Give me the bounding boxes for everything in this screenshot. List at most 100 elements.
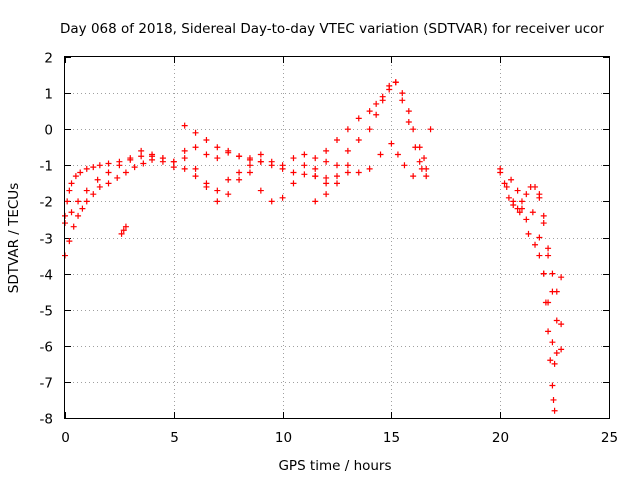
data-point xyxy=(64,198,71,205)
data-point xyxy=(553,317,560,324)
data-point xyxy=(523,216,530,223)
data-point xyxy=(503,183,510,190)
data-point xyxy=(405,108,412,115)
data-point xyxy=(558,321,565,328)
data-point xyxy=(94,176,101,183)
data-point xyxy=(279,194,286,201)
data-point xyxy=(77,169,84,176)
y-tick-label: 1 xyxy=(44,87,53,103)
data-point xyxy=(536,234,543,241)
data-point xyxy=(236,153,243,160)
data-point xyxy=(334,173,340,180)
data-point xyxy=(355,137,362,144)
data-point xyxy=(505,194,512,201)
data-point xyxy=(416,144,423,151)
data-point xyxy=(377,151,384,158)
data-point xyxy=(301,162,308,169)
x-tick-label: 10 xyxy=(275,430,292,446)
data-point xyxy=(545,328,552,335)
data-point xyxy=(192,173,199,180)
data-point xyxy=(551,360,558,367)
data-point xyxy=(540,212,547,219)
data-point xyxy=(423,173,430,180)
data-point xyxy=(312,155,319,162)
y-tick-label: 0 xyxy=(44,123,53,139)
data-point xyxy=(394,151,401,158)
series-track-b xyxy=(62,155,264,259)
data-point xyxy=(290,155,297,162)
data-point xyxy=(312,198,319,205)
x-tick-label: 5 xyxy=(170,430,179,446)
data-point xyxy=(399,90,406,97)
data-point xyxy=(549,382,556,389)
data-point xyxy=(192,129,199,136)
data-point xyxy=(418,165,425,172)
data-point xyxy=(122,223,129,230)
data-point xyxy=(246,155,253,162)
data-point xyxy=(334,137,340,144)
data-point xyxy=(549,339,556,346)
data-point xyxy=(66,187,73,194)
data-point xyxy=(79,205,86,212)
series-track-d xyxy=(312,79,430,205)
data-point xyxy=(344,162,351,169)
data-point xyxy=(301,151,308,158)
data-point xyxy=(344,147,351,154)
data-point xyxy=(405,118,412,125)
data-point xyxy=(545,245,552,252)
x-tick-label: 20 xyxy=(492,430,509,446)
y-tick-label: -7 xyxy=(40,376,53,392)
x-tick-label: 15 xyxy=(383,430,400,446)
data-point xyxy=(192,144,199,151)
series-track-e xyxy=(312,79,428,172)
data-point xyxy=(501,180,508,187)
data-point xyxy=(536,191,543,198)
data-point xyxy=(159,158,166,165)
data-point xyxy=(236,176,243,183)
y-tick-label: -8 xyxy=(40,412,53,428)
data-point xyxy=(547,357,554,364)
series-track-c xyxy=(62,140,430,227)
data-point xyxy=(416,158,423,165)
data-point xyxy=(523,191,530,198)
data-point xyxy=(246,162,253,169)
data-point xyxy=(312,173,319,180)
data-point xyxy=(549,288,556,295)
data-point xyxy=(96,183,103,190)
data-point xyxy=(542,299,549,306)
data-point xyxy=(290,180,297,187)
data-point xyxy=(290,169,297,176)
data-point xyxy=(558,346,565,353)
data-point xyxy=(553,350,560,357)
y-tick-label: 2 xyxy=(44,51,53,67)
data-point xyxy=(138,153,145,160)
plot-frame xyxy=(64,56,610,419)
data-point xyxy=(170,164,177,171)
x-tick-label: 25 xyxy=(601,430,618,446)
data-point xyxy=(214,198,221,205)
data-point xyxy=(90,164,97,171)
data-point xyxy=(203,151,210,158)
data-point xyxy=(497,169,504,176)
y-tick-label: -2 xyxy=(40,195,53,211)
data-point xyxy=(181,155,188,162)
data-point xyxy=(508,176,515,183)
data-point xyxy=(83,198,90,205)
data-point xyxy=(68,209,75,216)
series-track-l xyxy=(536,234,558,414)
data-point xyxy=(334,180,340,187)
data-point xyxy=(83,187,90,194)
data-point xyxy=(379,93,386,100)
data-point xyxy=(203,137,210,144)
data-point xyxy=(105,160,112,167)
data-point xyxy=(540,270,547,277)
data-point xyxy=(257,158,264,165)
data-point xyxy=(323,158,330,165)
data-point xyxy=(427,126,434,133)
data-point xyxy=(122,169,129,176)
data-points xyxy=(62,79,565,414)
axis-ticks: 0 5 10 15 20 25 -8 -7 -6 -5 -4 -3 -2 -1 0 1 2 xyxy=(40,51,619,447)
data-point xyxy=(366,108,373,115)
data-point xyxy=(545,252,552,259)
